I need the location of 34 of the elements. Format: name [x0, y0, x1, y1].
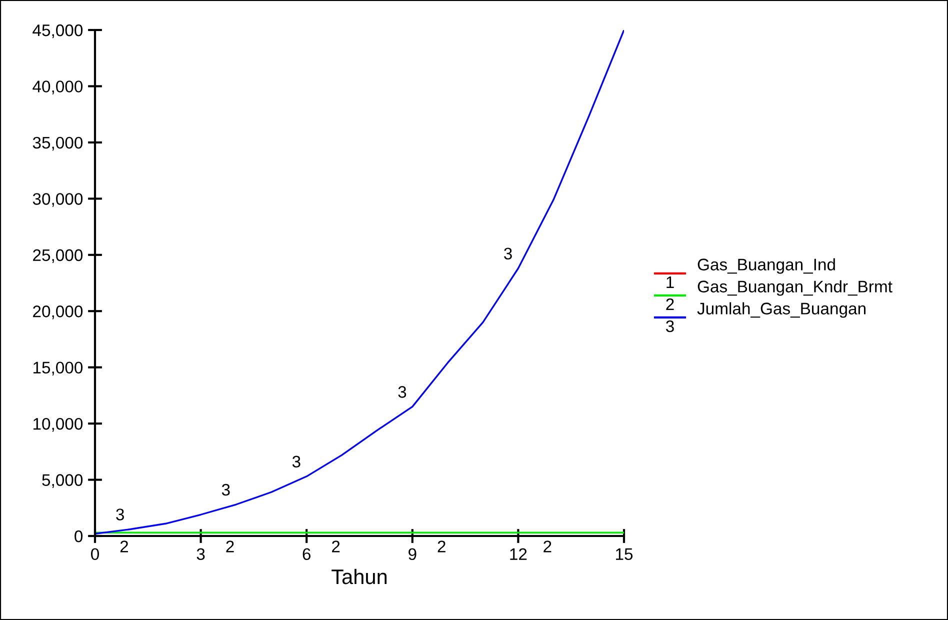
y-tick-label: 5,000: [42, 474, 83, 488]
y-tick-label: 40,000: [32, 80, 83, 94]
x-tick-label: 6: [302, 548, 310, 560]
text: 3: [666, 320, 674, 332]
annotation: 3: [398, 386, 406, 398]
y-tick-label: 35,000: [32, 136, 83, 151]
text: 1: [666, 276, 674, 288]
legend-label: Jumlah_Gas_Buangan: [697, 302, 866, 318]
y-tick-label: 10,000: [33, 418, 83, 432]
annotation: 2: [438, 540, 446, 552]
annotation: 2: [544, 540, 552, 552]
legend-label: Gas_Buangan_Kndr_Brmt: [698, 280, 892, 296]
annotation: 2: [226, 540, 234, 552]
y-tick-label: 15,000: [33, 362, 83, 376]
x-tick-label: 3: [196, 548, 205, 560]
annotation: 3: [222, 484, 230, 496]
legend-label: Gas_Buangan_Ind: [698, 258, 835, 274]
annotation: 3: [116, 508, 124, 520]
line-series: [95, 30, 624, 535]
annotation: 3: [292, 456, 300, 468]
text: 2: [666, 298, 674, 310]
annotation: 3: [504, 248, 512, 260]
x-tick-label: 15: [616, 548, 633, 560]
x-tick-label: 0: [91, 548, 99, 560]
x-tick-label: 12: [510, 548, 527, 560]
y-tick-label: 30,000: [32, 193, 83, 207]
annotation: 2: [120, 540, 128, 552]
y-tick-label: 0: [74, 530, 83, 542]
x-axis-title: Tahun: [332, 568, 387, 584]
y-tick-label: 20,000: [33, 306, 83, 320]
y-tick-label: 45,000: [32, 24, 83, 38]
y-tick-label: 25,000: [33, 249, 83, 264]
annotation: 2: [332, 540, 340, 552]
x-tick-label: 9: [408, 548, 416, 560]
